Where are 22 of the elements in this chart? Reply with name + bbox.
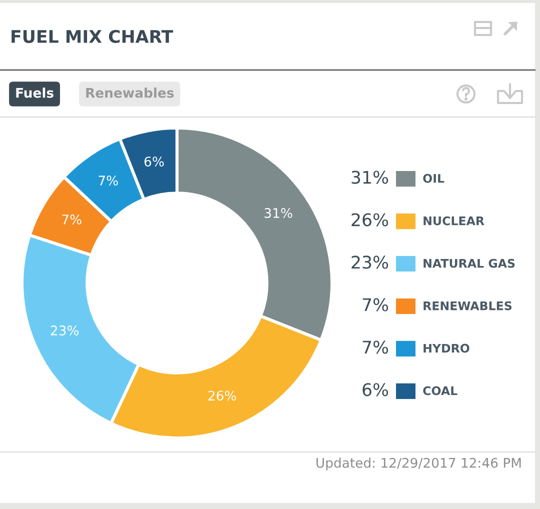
legend-label: COAL bbox=[423, 386, 458, 396]
text: Fuels bbox=[16, 88, 54, 98]
legend-label: RENEWABLES bbox=[424, 301, 512, 310]
data-label: 26% bbox=[208, 390, 236, 401]
chart-title: FUEL MIX CHART bbox=[12, 30, 174, 44]
text: 6% bbox=[362, 383, 388, 396]
data-label: 31% bbox=[264, 208, 292, 218]
legend-label: NATURAL GAS bbox=[424, 258, 515, 268]
data-label: 23% bbox=[50, 325, 79, 336]
legend-label: NUCLEAR bbox=[424, 216, 484, 226]
legend-label: HYDRO bbox=[424, 344, 470, 353]
text: Renewables bbox=[86, 88, 174, 98]
text: 26% bbox=[352, 213, 388, 226]
text: 7% bbox=[362, 298, 388, 312]
text: 7% bbox=[362, 340, 388, 354]
data-label: 7% bbox=[98, 176, 118, 186]
text: 23% bbox=[352, 256, 388, 269]
data-label: 6% bbox=[144, 156, 164, 167]
text: Updated: 12/29/2017 12:46 PM bbox=[316, 458, 521, 470]
text: 31% bbox=[352, 170, 388, 184]
data-label: 7% bbox=[62, 214, 82, 224]
legend-label: OIL bbox=[423, 174, 444, 183]
